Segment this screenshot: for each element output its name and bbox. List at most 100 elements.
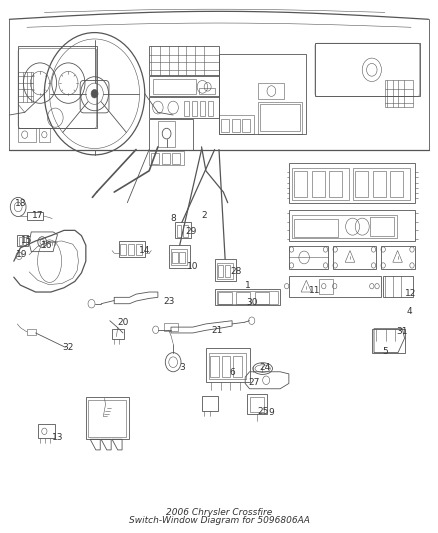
Bar	[381, 246, 415, 269]
Bar	[353, 167, 410, 199]
Bar	[255, 292, 269, 304]
Bar	[27, 329, 36, 335]
Bar	[18, 237, 21, 245]
Bar	[311, 171, 325, 197]
Bar	[385, 80, 413, 107]
Bar	[250, 397, 265, 412]
Bar	[237, 292, 251, 304]
Bar	[218, 292, 232, 304]
Bar	[355, 171, 368, 197]
Bar	[289, 210, 416, 241]
Text: 14: 14	[139, 246, 151, 255]
Bar	[18, 72, 33, 102]
Bar	[289, 246, 328, 269]
Bar	[294, 171, 307, 197]
Bar	[292, 215, 397, 238]
Bar	[151, 154, 159, 164]
Bar	[39, 128, 50, 142]
Bar	[120, 244, 126, 255]
Bar	[315, 43, 420, 96]
Text: 24: 24	[259, 363, 271, 372]
Text: 23: 23	[163, 296, 174, 305]
Text: 3: 3	[179, 363, 185, 372]
Bar	[23, 237, 26, 245]
Text: 2006 Chrysler Crossfire: 2006 Chrysler Crossfire	[166, 507, 272, 516]
Bar	[258, 83, 285, 99]
Text: 21: 21	[211, 326, 223, 335]
Bar	[149, 98, 219, 118]
Bar	[329, 171, 342, 197]
Text: 20: 20	[117, 318, 129, 327]
Circle shape	[91, 90, 98, 98]
Bar	[17, 235, 28, 246]
Bar	[206, 348, 250, 382]
Bar	[177, 225, 181, 237]
Bar	[149, 151, 184, 165]
Text: 13: 13	[52, 433, 63, 442]
Bar	[372, 329, 405, 353]
Bar	[242, 119, 250, 132]
Text: 18: 18	[14, 199, 26, 208]
Bar	[136, 244, 142, 255]
Bar	[192, 101, 197, 116]
Bar	[172, 154, 180, 164]
Text: 19: 19	[16, 251, 28, 260]
Bar	[112, 329, 124, 340]
Bar	[208, 101, 213, 116]
Bar	[289, 163, 416, 203]
Bar	[292, 167, 349, 199]
Bar	[184, 101, 189, 116]
Bar	[171, 249, 187, 265]
Bar	[175, 222, 191, 238]
Text: 1: 1	[244, 280, 250, 289]
Text: 15: 15	[21, 237, 33, 246]
Bar	[172, 252, 177, 263]
Text: Switch-Window Diagram for 5096806AA: Switch-Window Diagram for 5096806AA	[129, 516, 309, 525]
Bar	[162, 154, 170, 164]
Bar	[219, 115, 254, 134]
Bar	[215, 259, 236, 281]
Text: 6: 6	[229, 368, 235, 377]
Bar	[390, 171, 403, 197]
Text: 4: 4	[406, 307, 412, 316]
Bar	[86, 397, 130, 439]
Bar	[319, 279, 332, 294]
Bar	[152, 79, 196, 94]
Bar	[225, 265, 230, 277]
Text: 27: 27	[248, 378, 260, 387]
Bar	[201, 396, 218, 411]
Bar	[332, 246, 376, 269]
Text: 5: 5	[382, 347, 388, 356]
Text: 28: 28	[231, 268, 242, 276]
Bar	[294, 219, 338, 237]
Bar	[149, 76, 219, 96]
Bar	[149, 46, 219, 75]
Bar	[199, 88, 215, 94]
Text: 11: 11	[309, 286, 321, 295]
Text: 12: 12	[406, 288, 417, 297]
Text: 16: 16	[41, 241, 52, 250]
Bar	[370, 217, 394, 236]
Text: 32: 32	[63, 343, 74, 352]
Text: 29: 29	[185, 228, 196, 237]
Bar	[217, 263, 233, 279]
Bar	[128, 244, 134, 255]
Text: 30: 30	[246, 298, 258, 307]
Bar	[383, 276, 413, 297]
Text: 10: 10	[187, 262, 198, 271]
Bar	[289, 276, 381, 297]
Bar	[218, 265, 223, 277]
Bar	[209, 353, 246, 379]
Bar	[217, 291, 278, 304]
Bar	[88, 400, 127, 437]
Bar	[158, 122, 175, 147]
Bar	[219, 54, 306, 134]
Bar	[179, 252, 184, 263]
Bar	[169, 245, 190, 268]
Bar	[215, 289, 280, 305]
Bar	[261, 104, 300, 131]
Bar	[18, 128, 35, 142]
Bar	[247, 394, 267, 414]
Bar	[222, 356, 230, 377]
Text: 25: 25	[257, 407, 268, 416]
